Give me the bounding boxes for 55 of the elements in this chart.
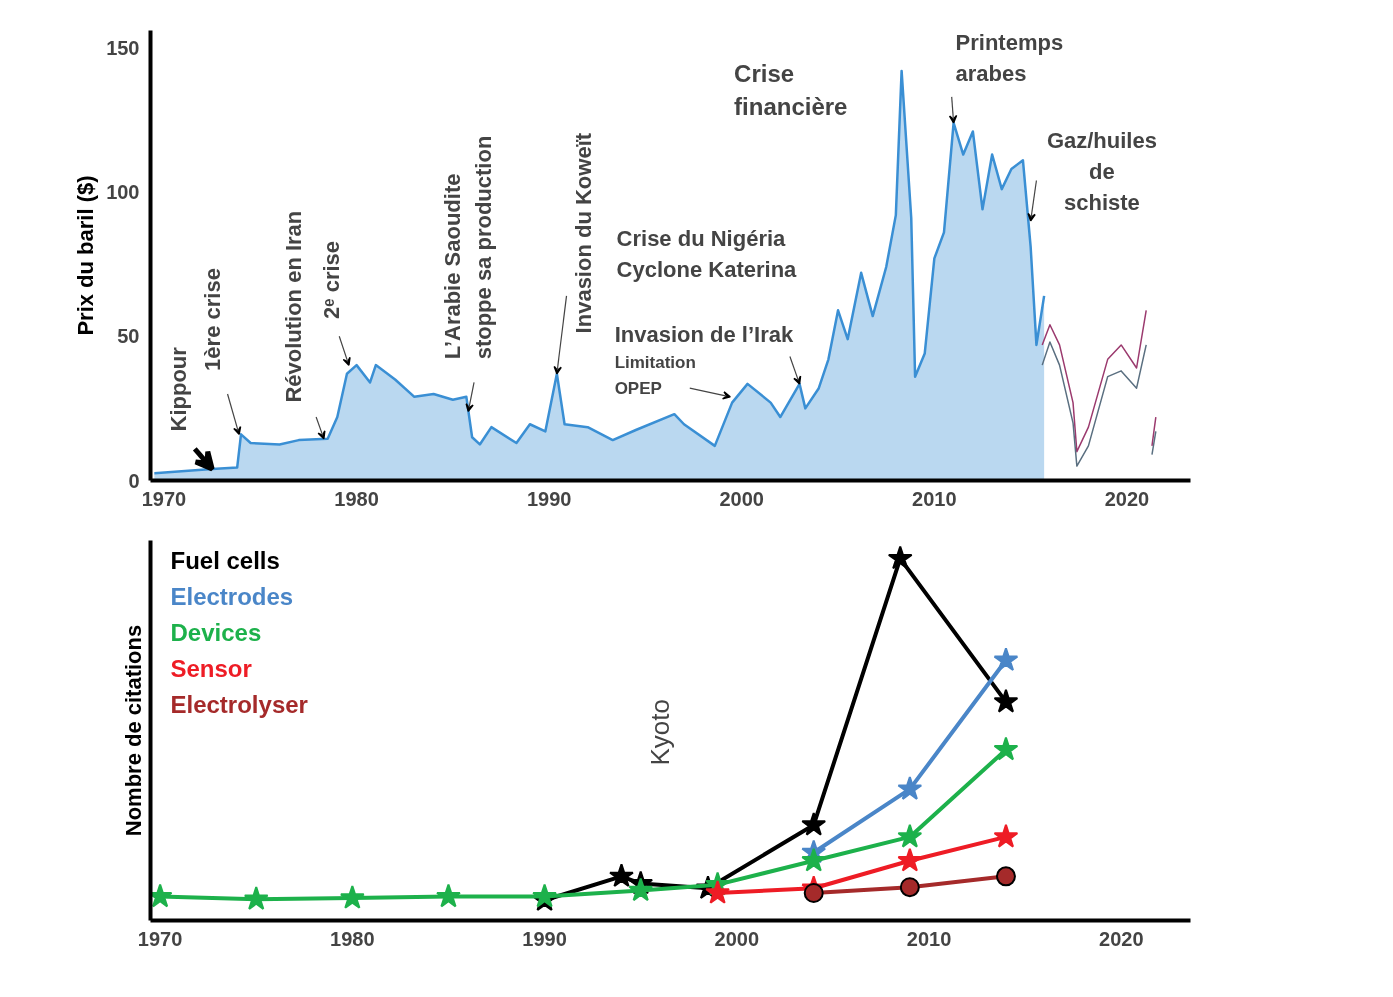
annotation: Crise du Nigéria Cyclone Katerina xyxy=(616,225,798,282)
y-tick-label: 150 xyxy=(106,36,140,59)
point xyxy=(995,866,1016,887)
annotation: Révolution en Iran xyxy=(280,210,306,403)
x-tick-label: 2020 xyxy=(1104,487,1150,510)
annotation: Crise financière xyxy=(734,60,848,121)
annotation: Invasion du Koweït xyxy=(571,132,597,334)
x-tick-label: 1970 xyxy=(137,927,183,950)
point xyxy=(339,885,365,909)
point xyxy=(705,880,731,904)
x-tick-label: 2010 xyxy=(906,927,952,950)
point xyxy=(897,823,923,848)
annotation: Limitation OPEP xyxy=(614,352,696,398)
annotation: L’Arabie Saoudite stoppe sa production xyxy=(440,135,497,360)
annotation: Gaz/huiles de schiste xyxy=(1046,127,1157,215)
annotation: Invasion de l’Irak xyxy=(614,322,794,348)
text: Sensor xyxy=(170,655,252,682)
y-axis-title: Prix du baril ($) xyxy=(73,175,99,336)
x-tick-label: 2000 xyxy=(714,927,760,950)
text: Electrodes xyxy=(170,583,294,610)
point xyxy=(897,776,923,800)
point xyxy=(993,736,1019,761)
annotation: Kyoto xyxy=(644,699,675,766)
x-tick-label: 1970 xyxy=(141,487,187,510)
annotation: Printemps arabes xyxy=(955,29,1064,86)
y-tick-label: 100 xyxy=(106,181,140,204)
x-tick-label: 1990 xyxy=(522,927,567,950)
annotation: Kippour xyxy=(165,346,191,432)
point xyxy=(801,811,827,836)
point xyxy=(899,877,920,898)
point xyxy=(609,863,634,888)
y-tick-label: 50 xyxy=(117,325,140,348)
y-axis-title: Nombre de citations xyxy=(120,624,146,837)
annotation: 1ère crise xyxy=(199,268,225,371)
x-tick-label: 1990 xyxy=(526,487,572,510)
x-tick-label: 2010 xyxy=(912,487,957,510)
point xyxy=(993,823,1019,848)
x-tick-label: 2000 xyxy=(719,487,765,510)
x-tick-label: 2020 xyxy=(1099,927,1144,950)
text: Devices xyxy=(170,619,262,646)
point xyxy=(993,688,1019,713)
point xyxy=(436,883,461,908)
y-tick-label: 0 xyxy=(128,469,140,492)
text: Fuel cells xyxy=(170,547,280,574)
point xyxy=(803,883,824,903)
annotation: 2ᵉ crise xyxy=(319,240,345,319)
point xyxy=(993,647,1019,671)
point xyxy=(887,545,913,570)
x-tick-label: 1980 xyxy=(330,927,375,950)
point xyxy=(243,886,269,910)
x-tick-label: 1980 xyxy=(334,487,379,510)
point xyxy=(801,847,827,872)
point xyxy=(897,847,923,872)
text: Electrolyser xyxy=(170,691,308,718)
point xyxy=(628,877,654,902)
